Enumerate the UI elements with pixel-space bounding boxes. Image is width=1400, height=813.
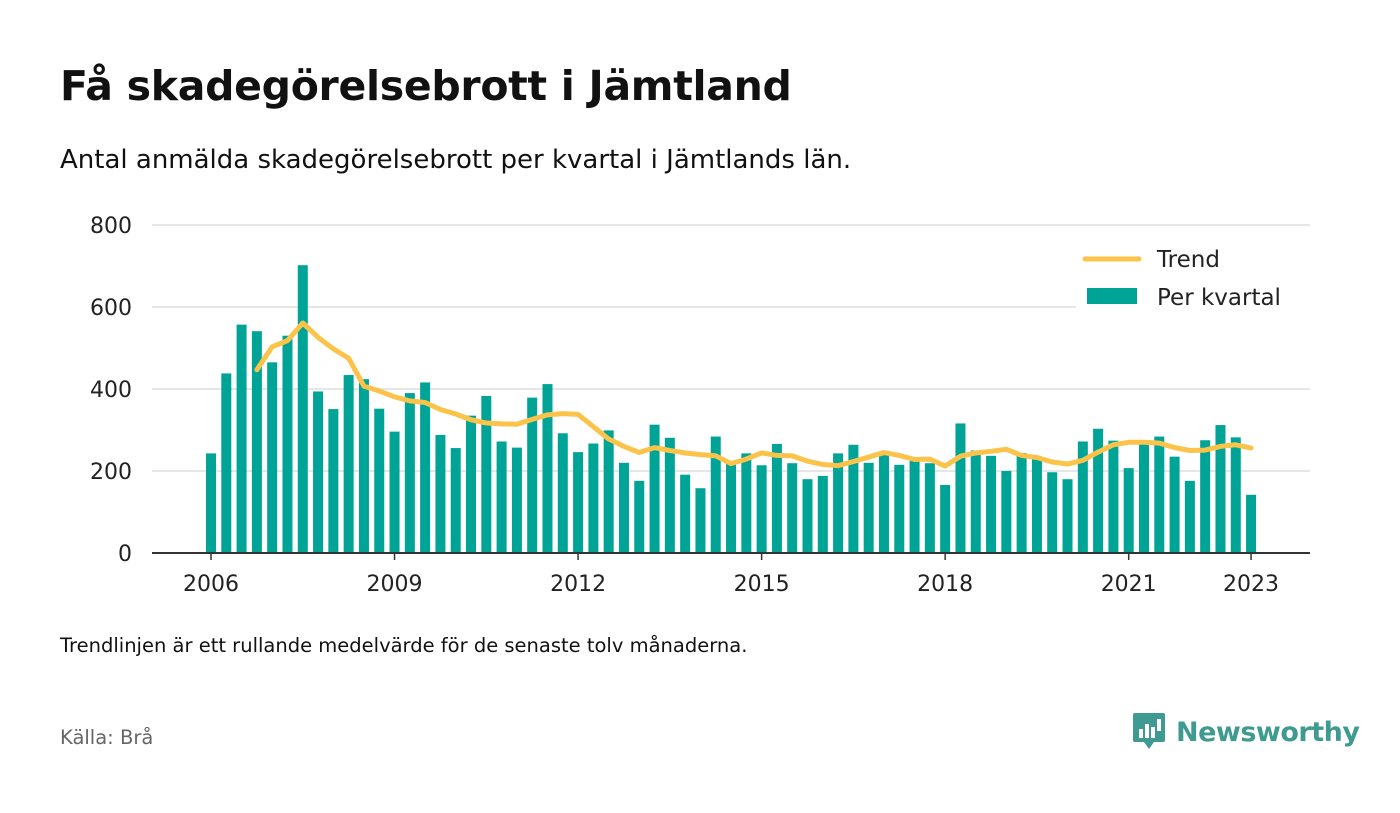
source-text: Källa: Brå [60, 726, 154, 749]
bar [343, 375, 354, 553]
bar [481, 395, 492, 553]
bar [1138, 441, 1149, 553]
x-tick-label: 2006 [183, 572, 239, 597]
bar [787, 463, 798, 553]
brand-logo: Newsworthy [1132, 712, 1360, 752]
bar [1246, 494, 1257, 553]
bar [221, 373, 232, 553]
bar [1077, 441, 1088, 553]
bar [511, 447, 522, 553]
bar [1230, 437, 1241, 553]
x-tick-label: 2012 [550, 572, 606, 597]
x-tick-label: 2015 [734, 572, 790, 597]
bar [527, 397, 538, 553]
bar [1001, 471, 1012, 553]
legend: Trend Per kvartal [1076, 242, 1310, 320]
y-tick-label: 600 [90, 296, 132, 321]
bar [297, 265, 308, 553]
bar [863, 462, 874, 553]
chart-subtitle: Antal anmälda skadegörelsebrott per kvar… [60, 145, 852, 175]
bar [649, 424, 660, 553]
bar [726, 463, 737, 553]
bar [940, 484, 951, 553]
bar [404, 393, 415, 553]
y-tick-label: 400 [90, 378, 132, 403]
bar [450, 448, 461, 553]
legend-trend-label: Trend [1156, 247, 1220, 273]
footnote: Trendlinjen är ett rullande medelvärde f… [60, 634, 748, 657]
chart-title: Få skadegörelsebrott i Jämtland [60, 62, 792, 110]
bar [1169, 456, 1180, 553]
bar [358, 379, 369, 553]
bar [771, 443, 782, 553]
bar [313, 391, 324, 553]
bar [282, 335, 293, 553]
bar [894, 464, 905, 553]
bar [466, 415, 477, 553]
bar [802, 479, 813, 553]
bar-series [206, 265, 1257, 553]
newsworthy-logo-icon [1133, 713, 1165, 749]
bar [955, 423, 966, 553]
bar [1154, 436, 1165, 553]
bar [1108, 440, 1119, 553]
y-axis-ticks: 0 200 400 600 800 [90, 214, 132, 567]
bar [328, 409, 339, 553]
trend-series [254, 320, 1254, 469]
bar [924, 463, 935, 553]
bar [664, 437, 675, 553]
y-tick-label: 200 [90, 460, 132, 485]
bar [833, 453, 844, 553]
bar [1047, 472, 1058, 553]
bar [435, 434, 446, 553]
bar [206, 453, 216, 553]
bar [986, 455, 997, 553]
bar [909, 460, 920, 553]
trend-line [254, 320, 1254, 469]
bar [710, 436, 721, 553]
bar [1031, 458, 1042, 553]
bar [695, 488, 706, 553]
bar [1062, 479, 1073, 553]
bar [496, 441, 507, 553]
bar [1093, 428, 1104, 553]
bar [634, 480, 645, 553]
bar [817, 475, 828, 553]
bar [573, 452, 584, 553]
bar [1016, 452, 1027, 553]
bar [603, 430, 614, 553]
bar [618, 462, 629, 553]
x-axis: 2006 2009 2012 2015 2018 2021 2023 [152, 552, 1310, 597]
bar [1200, 440, 1211, 553]
x-tick-label: 2018 [917, 572, 973, 597]
bar [557, 433, 568, 553]
bar [251, 331, 262, 553]
bar [389, 431, 400, 553]
bar [1184, 480, 1195, 553]
bar [878, 454, 889, 553]
bar [680, 474, 691, 553]
legend-bar-swatch [1087, 288, 1137, 304]
bar [420, 382, 431, 553]
bar [756, 465, 767, 553]
legend-bar-label: Per kvartal [1157, 285, 1281, 311]
bar [1123, 468, 1134, 553]
bar [236, 324, 247, 553]
legend-background [1076, 242, 1310, 320]
bar [374, 408, 385, 553]
bar [1215, 425, 1226, 553]
x-tick-label: 2023 [1223, 572, 1279, 597]
bar [588, 443, 599, 553]
bar [542, 384, 553, 553]
x-tick-label: 2021 [1101, 572, 1157, 597]
bar [848, 444, 859, 553]
bar [267, 362, 278, 553]
x-tick-label: 2009 [367, 572, 423, 597]
bar [741, 453, 752, 553]
y-tick-label: 800 [90, 214, 132, 239]
y-tick-label: 0 [118, 542, 132, 567]
bar [970, 450, 981, 553]
brand-name: Newsworthy [1176, 716, 1360, 748]
